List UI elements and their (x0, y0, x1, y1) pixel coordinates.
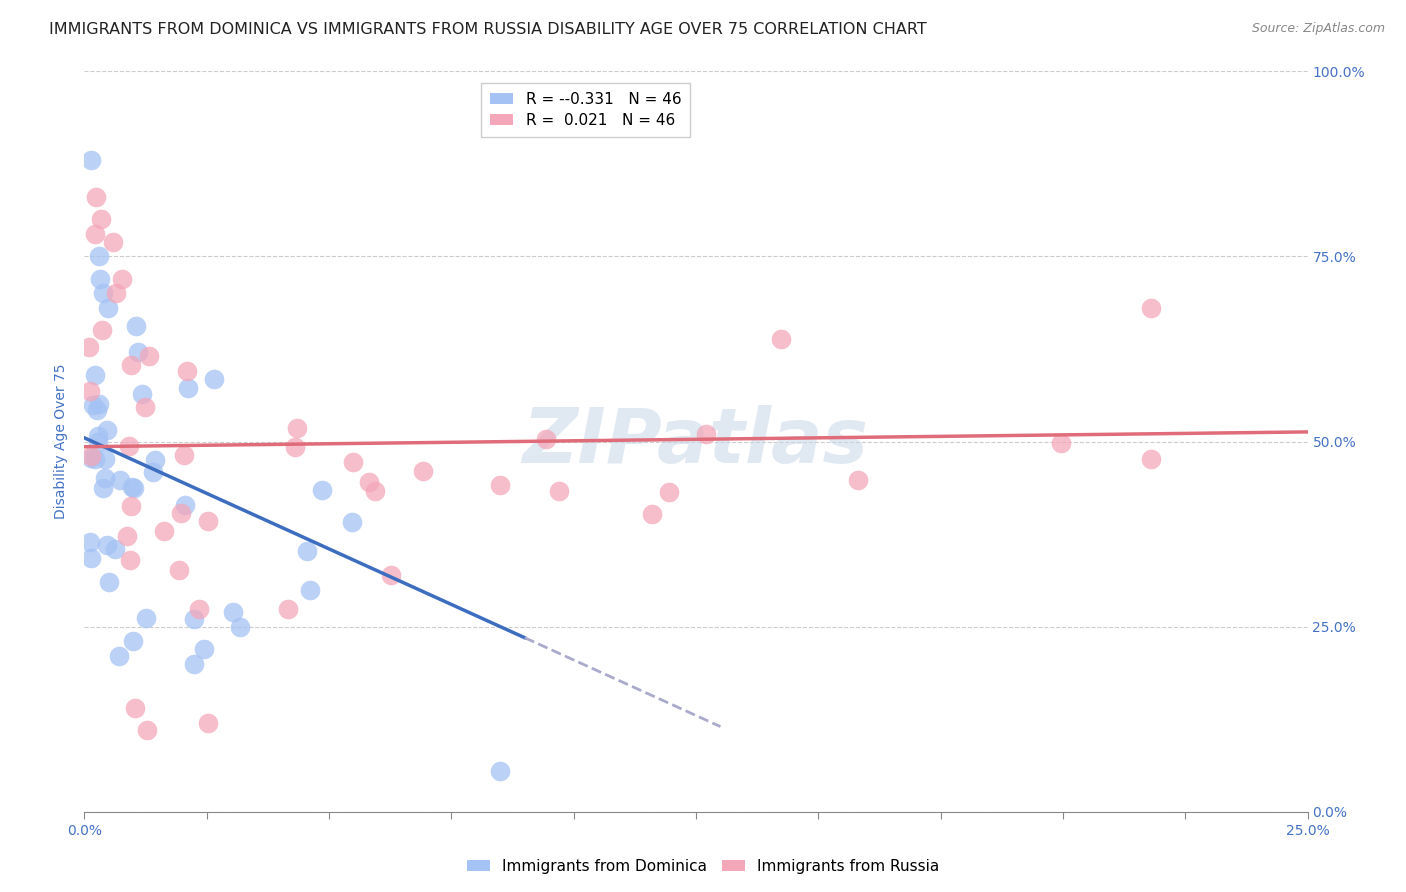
Point (90, 212, 112, 227)
Point (124, 701, 146, 715)
Point (695, 426, 717, 441)
Point (120, 499, 142, 513)
Point (89, 271, 111, 285)
Point (641, 507, 664, 521)
Point (173, 448, 195, 462)
Point (79, 384, 101, 398)
Point (135, 723, 157, 738)
Point (1050, 435, 1073, 450)
Point (121, 480, 143, 494)
Legend: Immigrants from Dominica, Immigrants from Russia: Immigrants from Dominica, Immigrants fro… (461, 853, 945, 880)
Point (127, 345, 149, 359)
Point (94, 451, 117, 466)
Point (97, 575, 120, 590)
Point (79, 451, 101, 466)
Point (83, 451, 105, 466)
Point (489, 764, 512, 778)
Point (91, 481, 114, 495)
Point (86, 402, 108, 417)
Point (311, 483, 333, 497)
Point (90, 324, 112, 338)
Point (104, 541, 127, 556)
Point (357, 475, 380, 490)
Point (120, 358, 142, 372)
Point (285, 421, 308, 435)
Point (183, 657, 205, 671)
Point (131, 387, 153, 401)
Point (108, 649, 131, 664)
Point (412, 464, 434, 478)
Point (363, 484, 385, 499)
Point (176, 363, 198, 377)
Point (87, 250, 110, 264)
Point (169, 563, 191, 577)
Point (489, 478, 512, 492)
Point (188, 602, 211, 616)
Point (108, 473, 131, 487)
Point (197, 515, 219, 529)
Point (222, 605, 245, 619)
Point (101, 235, 124, 249)
Point (104, 286, 127, 301)
Y-axis label: Disability Age Over 75: Disability Age Over 75 (55, 364, 69, 519)
Point (297, 544, 319, 558)
Text: IMMIGRANTS FROM DOMINICA VS IMMIGRANTS FROM RUSSIA DISABILITY AGE OVER 75 CORREL: IMMIGRANTS FROM DOMINICA VS IMMIGRANTS F… (49, 22, 927, 37)
Point (97, 301, 120, 316)
Point (80, 153, 103, 168)
Point (202, 372, 225, 386)
Point (115, 529, 138, 543)
Point (82, 398, 104, 412)
Point (340, 515, 363, 529)
Point (118, 439, 141, 453)
Point (83, 368, 105, 382)
Text: ZIPatlas: ZIPatlas (523, 405, 869, 478)
Point (121, 634, 143, 648)
Point (79, 535, 101, 549)
Point (193, 641, 215, 656)
Point (124, 318, 146, 333)
Point (84, 190, 107, 204)
Point (80, 449, 103, 463)
Point (1140, 301, 1163, 316)
Point (79, 340, 101, 354)
Point (1140, 451, 1163, 466)
Point (96, 423, 118, 437)
Point (197, 715, 219, 730)
Point (536, 432, 558, 446)
Point (380, 568, 402, 582)
Point (298, 583, 321, 598)
Point (152, 524, 174, 539)
Point (177, 381, 200, 395)
Text: Source: ZipAtlas.com: Source: ZipAtlas.com (1251, 22, 1385, 36)
Point (79, 550, 101, 565)
Point (87, 434, 110, 449)
Point (118, 553, 141, 567)
Point (284, 440, 307, 454)
Point (87, 429, 110, 443)
Point (183, 612, 205, 626)
Point (548, 484, 571, 499)
Point (173, 499, 195, 513)
Point (846, 473, 869, 487)
Point (87, 397, 110, 411)
Point (229, 619, 252, 633)
Legend: R = --0.331   N = 46, R =  0.021   N = 46: R = --0.331 N = 46, R = 0.021 N = 46 (481, 83, 690, 137)
Point (658, 485, 681, 500)
Point (135, 611, 157, 625)
Point (142, 465, 165, 479)
Point (134, 400, 156, 414)
Point (143, 452, 166, 467)
Point (170, 506, 193, 520)
Point (277, 601, 299, 615)
Point (770, 332, 793, 346)
Point (138, 350, 160, 364)
Point (111, 271, 134, 285)
Point (84, 227, 107, 241)
Point (96, 538, 118, 552)
Point (124, 481, 146, 495)
Point (93, 471, 115, 485)
Point (93, 286, 115, 301)
Point (342, 455, 364, 469)
